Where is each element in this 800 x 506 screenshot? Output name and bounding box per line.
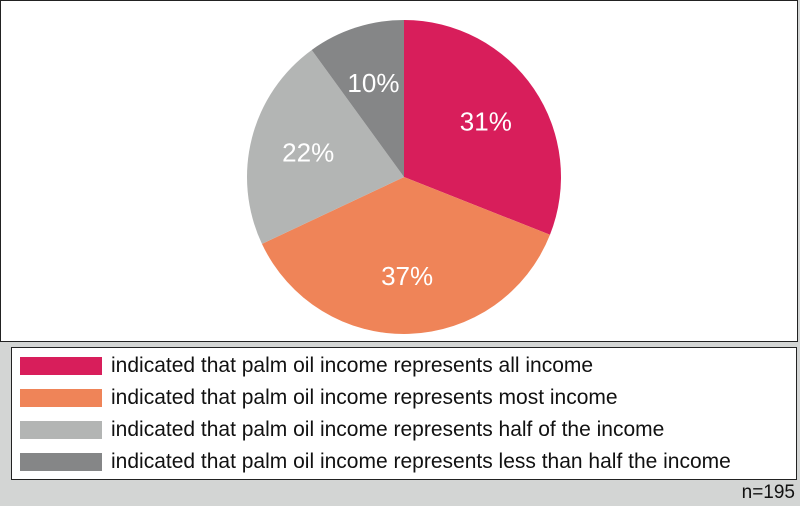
pie-slice-half-income: [247, 49, 404, 244]
sample-size-note: n=195: [741, 482, 795, 503]
legend-item-less-than-half-income: indicated that palm oil income represent…: [20, 448, 731, 476]
pie-slice-most-income: [261, 177, 550, 334]
chart-area: 31% 37% 22% 10%: [0, 0, 798, 342]
legend-label-all-income: indicated that palm oil income represent…: [111, 354, 594, 377]
pie-chart: 31% 37% 22% 10%: [247, 20, 561, 334]
legend-swatch-all-income: [20, 357, 102, 375]
legend: indicated that palm oil income represent…: [11, 347, 797, 480]
data-label-all-income: 31%: [460, 106, 512, 136]
legend-label-most-income: indicated that palm oil income represent…: [111, 386, 618, 409]
legend-item-most-income: indicated that palm oil income represent…: [20, 384, 618, 412]
data-label-most-income: 37%: [381, 261, 433, 291]
legend-swatch-half-income: [20, 421, 102, 439]
legend-item-all-income: indicated that palm oil income represent…: [20, 352, 593, 380]
legend-label-half-income: indicated that palm oil income represent…: [111, 418, 665, 441]
legend-swatch-most-income: [20, 389, 102, 407]
data-label-less-than-half-income: 10%: [347, 68, 399, 98]
legend-swatch-less-than-half-income: [20, 453, 102, 471]
pie-slice-less-than-half-income: [311, 20, 404, 177]
legend-label-less-than-half-income: indicated that palm oil income represent…: [111, 450, 731, 473]
legend-item-half-income: indicated that palm oil income represent…: [20, 416, 664, 444]
data-label-half-income: 22%: [282, 137, 334, 167]
pie-slice-all-income: [404, 20, 561, 235]
